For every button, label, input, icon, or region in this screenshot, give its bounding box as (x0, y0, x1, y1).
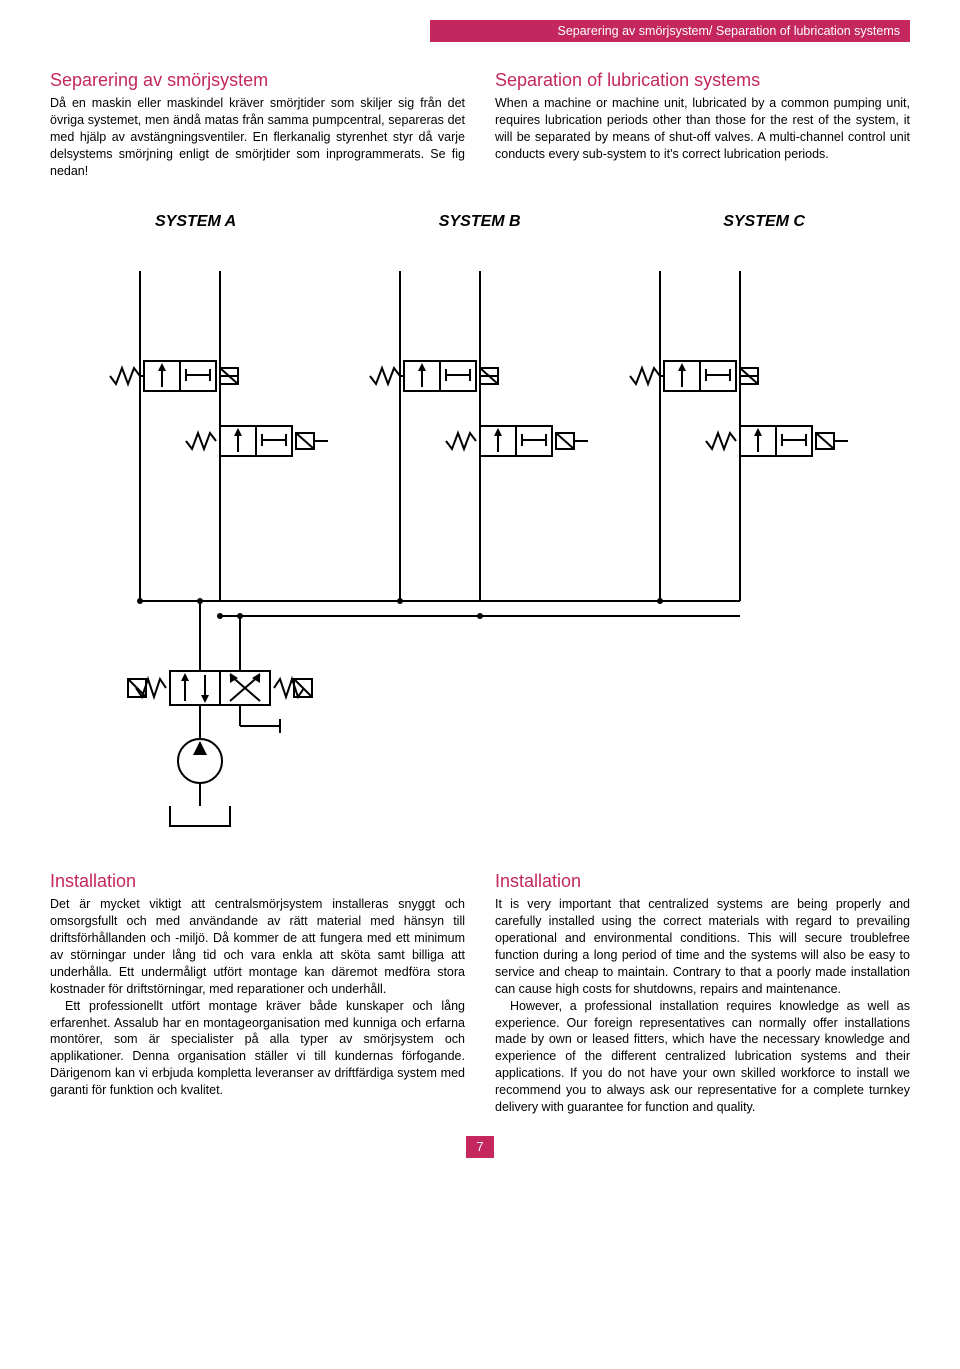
system-c-label: SYSTEM C (723, 213, 805, 231)
top-right-title: Separation of lubrication systems (495, 70, 910, 91)
header-text: Separering av smörjsystem/ Separation of… (557, 24, 900, 38)
system-a-label: SYSTEM A (155, 213, 236, 231)
system-b-label: SYSTEM B (439, 213, 521, 231)
bottom-left-p1: Det är mycket viktigt att centralsmörjsy… (50, 896, 465, 997)
top-right-p1: When a machine or machine unit, lubricat… (495, 95, 910, 163)
top-section: Separering av smörjsystem Då en maskin e… (50, 70, 910, 179)
top-right-col: Separation of lubrication systems When a… (495, 70, 910, 179)
top-left-body: Då en maskin eller maskindel kräver smör… (50, 95, 465, 179)
diagram-label-row: SYSTEM A SYSTEM B SYSTEM C (50, 213, 910, 231)
bottom-right-p2: However, a professional installation req… (495, 998, 910, 1116)
top-left-p1: Då en maskin eller maskindel kräver smör… (50, 95, 465, 179)
bottom-left-p2: Ett professionellt utfört montage kräver… (50, 998, 465, 1099)
top-right-body: When a machine or machine unit, lubricat… (495, 95, 910, 163)
bottom-right-body: It is very important that centralized sy… (495, 896, 910, 1115)
hydraulic-diagram (50, 261, 910, 831)
header-bar: Separering av smörjsystem/ Separation of… (430, 20, 910, 42)
bottom-right-title: Installation (495, 871, 910, 892)
bottom-left-body: Det är mycket viktigt att centralsmörjsy… (50, 896, 465, 1099)
bottom-left-col: Installation Det är mycket viktigt att c… (50, 871, 465, 1115)
bottom-left-title: Installation (50, 871, 465, 892)
page: Separering av smörjsystem/ Separation of… (0, 0, 960, 1188)
bottom-right-col: Installation It is very important that c… (495, 871, 910, 1115)
bottom-right-p1: It is very important that centralized sy… (495, 896, 910, 997)
diagram-svg (70, 261, 890, 831)
top-left-title: Separering av smörjsystem (50, 70, 465, 91)
top-left-col: Separering av smörjsystem Då en maskin e… (50, 70, 465, 179)
bottom-section: Installation Det är mycket viktigt att c… (50, 871, 910, 1115)
page-number: 7 (466, 1136, 494, 1158)
